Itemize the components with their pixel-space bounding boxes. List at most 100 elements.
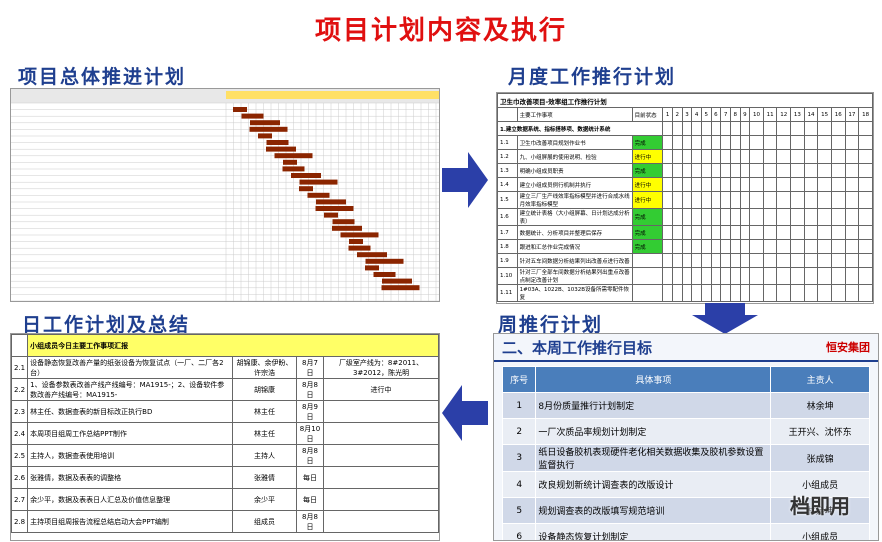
item: 建立三厂生产线效率指标模型并进行合成水线月效率指标模型 (516, 191, 633, 209)
cell (803, 239, 819, 254)
cell: 小组成员 (770, 471, 870, 498)
day: 10 (749, 107, 764, 122)
day: 18 (858, 107, 873, 122)
cell: 8月8日 (295, 510, 325, 533)
cell (681, 177, 693, 192)
cell (700, 163, 712, 178)
banner: 二、本周工作推行目标 (502, 338, 653, 357)
cell: 2 (501, 418, 537, 445)
cell (762, 177, 778, 192)
item: 九、小组屏展的使用说明、检验 (516, 149, 633, 164)
day: 5 (700, 107, 712, 122)
cell (790, 163, 805, 178)
gantt-block (299, 186, 313, 192)
gantt-block (340, 232, 379, 238)
watermark: 档即用 (790, 494, 850, 518)
cell (749, 253, 764, 268)
no: 1.1 (497, 135, 518, 150)
cell (691, 177, 702, 192)
cell (762, 135, 778, 150)
cell: 纸日设备胶机表现硬件老化相关数据收集及胶机参数设置监督执行 (535, 444, 772, 472)
cell (844, 208, 860, 226)
day: 16 (830, 107, 846, 122)
day: 6 (710, 107, 722, 122)
cell (844, 149, 860, 164)
gantt-panel (10, 88, 440, 302)
col-header: 主要工作事项 (516, 107, 633, 122)
cell (776, 163, 792, 178)
heading: 周推行计划 (498, 314, 604, 336)
cell (803, 253, 819, 268)
cell (662, 135, 673, 150)
cell (817, 225, 832, 240)
cell: 林主任 (232, 422, 297, 445)
cell (858, 149, 873, 164)
cell (729, 191, 741, 209)
cell (844, 267, 860, 285)
cell (729, 225, 741, 240)
status (631, 284, 664, 302)
gantt-block (348, 245, 371, 251)
day: 15 (817, 107, 832, 122)
gantt-block (316, 199, 346, 205)
cell (776, 177, 792, 192)
gantt-block (249, 126, 288, 132)
no: 1.7 (497, 225, 518, 240)
cell (671, 135, 683, 150)
cell (776, 239, 792, 254)
cell (817, 284, 832, 302)
cell (671, 253, 683, 268)
cell (776, 267, 792, 285)
no: 1.10 (497, 267, 518, 285)
cell (790, 253, 805, 268)
cell: 1 (501, 392, 537, 419)
table-title: 卫生巾改善项目-效率组工作推行计划 (497, 93, 873, 108)
cell (671, 208, 683, 226)
cell (671, 149, 683, 164)
item: 建立小组成员例行机制并执行 (516, 177, 633, 192)
cell (739, 177, 751, 192)
cell (729, 135, 741, 150)
cell (803, 163, 819, 178)
gantt-block (266, 146, 296, 152)
gantt-block (266, 140, 289, 145)
cell (749, 239, 764, 254)
cell (858, 225, 873, 240)
gantt-block (382, 278, 412, 284)
cell (720, 191, 731, 209)
status: 进行中 (631, 191, 664, 209)
cell (776, 208, 792, 226)
row: 1.5 建立三厂生产线效率指标模型并进行合成水线月效率指标模型 进行中 (497, 191, 873, 209)
cell: 2.1 (11, 356, 29, 379)
cell (729, 267, 741, 285)
cell (691, 208, 702, 226)
status (631, 253, 664, 268)
cell (323, 488, 439, 511)
gantt-block (291, 173, 321, 178)
cell (803, 284, 819, 302)
cell (858, 239, 873, 254)
cell (803, 135, 819, 150)
cell: 张成锦 (770, 444, 870, 472)
cell (803, 177, 819, 192)
cell (739, 135, 751, 150)
cell (790, 267, 805, 285)
cell: 进行中 (323, 378, 439, 401)
cell: 余少平，数据及表表日人汇总及价值信息整理 (27, 488, 234, 511)
cell (803, 267, 819, 285)
cell: 主持人，数据查表使用培训 (27, 444, 234, 467)
day: 13 (790, 107, 805, 122)
cell (739, 191, 751, 209)
cell (776, 149, 792, 164)
cell: 3 (501, 444, 537, 472)
day: 9 (739, 107, 751, 122)
cell (739, 267, 751, 285)
cell (817, 253, 832, 268)
cell (776, 284, 792, 302)
cell (710, 191, 722, 209)
cell (720, 239, 731, 254)
cell (710, 177, 722, 192)
cell (681, 253, 693, 268)
cell (710, 253, 722, 268)
